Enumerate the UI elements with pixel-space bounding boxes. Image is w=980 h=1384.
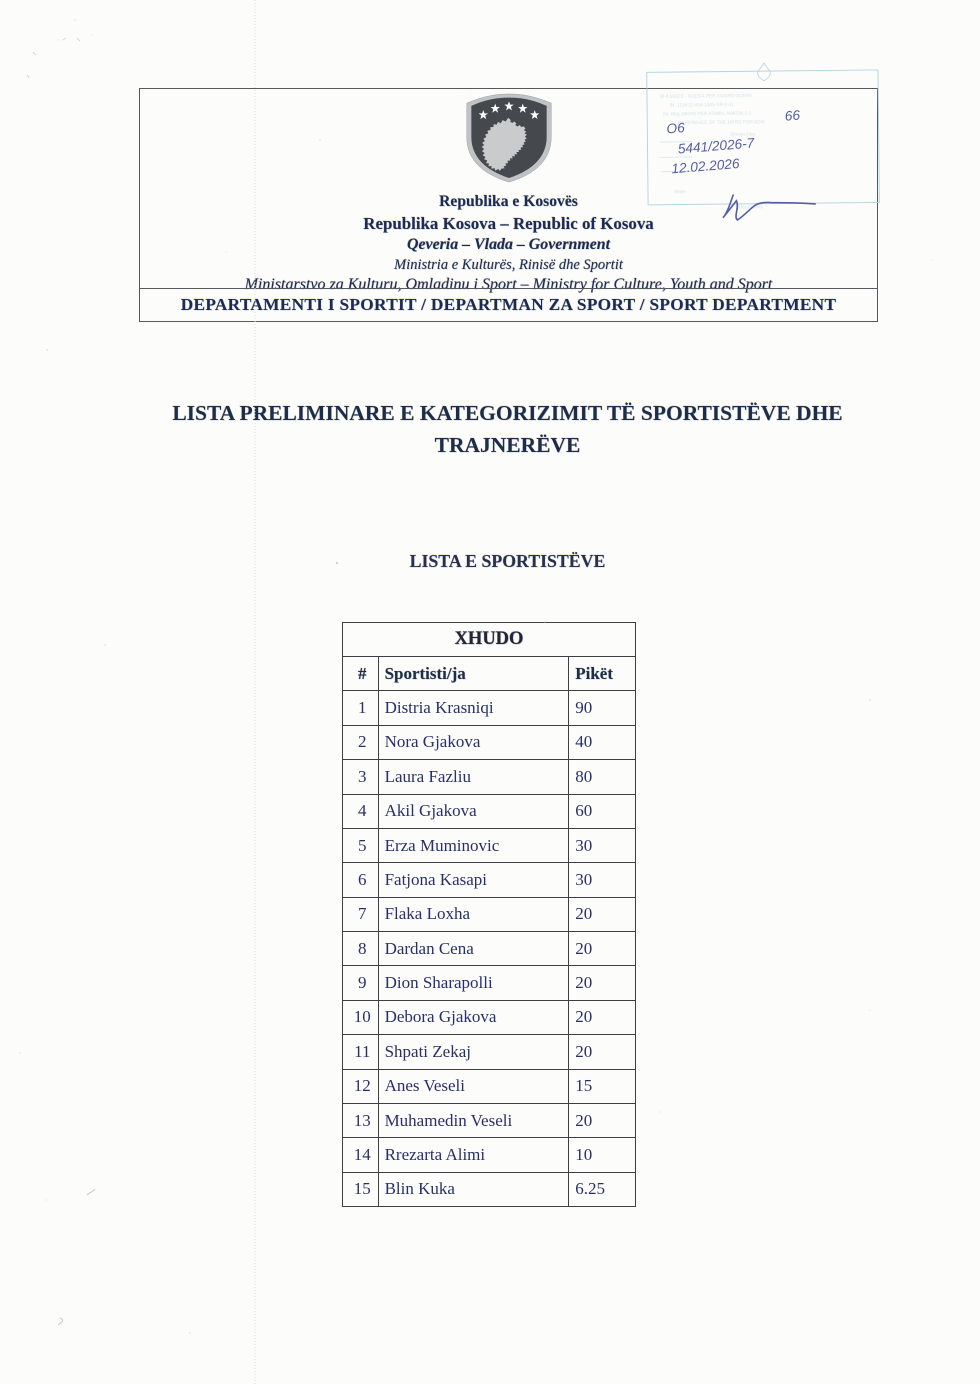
svg-text:12.02.2026: 12.02.2026: [671, 156, 741, 176]
svg-text:.: .: [648, 193, 652, 210]
svg-text:Nenshkrimi: Nenshkrimi: [739, 204, 763, 210]
svg-text:BI-fl MUES - NJESIA PER KOGRD-: BI-fl MUES - NJESIA PER KOGRD-ADMIN: [660, 93, 752, 100]
svg-text:IN. 1154 (2-454-1305-SR-2-1): IN. 1154 (2-454-1305-SR-2-1): [670, 102, 734, 109]
svg-text:66: 66: [784, 108, 801, 124]
svg-text:5441​/2026-7: 5441​/2026-7: [677, 135, 755, 156]
svg-text:blaiei: blaiei: [674, 189, 685, 195]
svg-text:REFERENCE OF THE MKRS FOR ADM: REFERENCE OF THE MKRS FOR ADM: [678, 119, 765, 126]
svg-text:O6: O6: [666, 120, 686, 136]
svg-text:Nr. Reg. MKRS PER ADMIN, ANKON: Nr. Reg. MKRS PER ADMIN, ANKON 2-1: [663, 111, 752, 118]
